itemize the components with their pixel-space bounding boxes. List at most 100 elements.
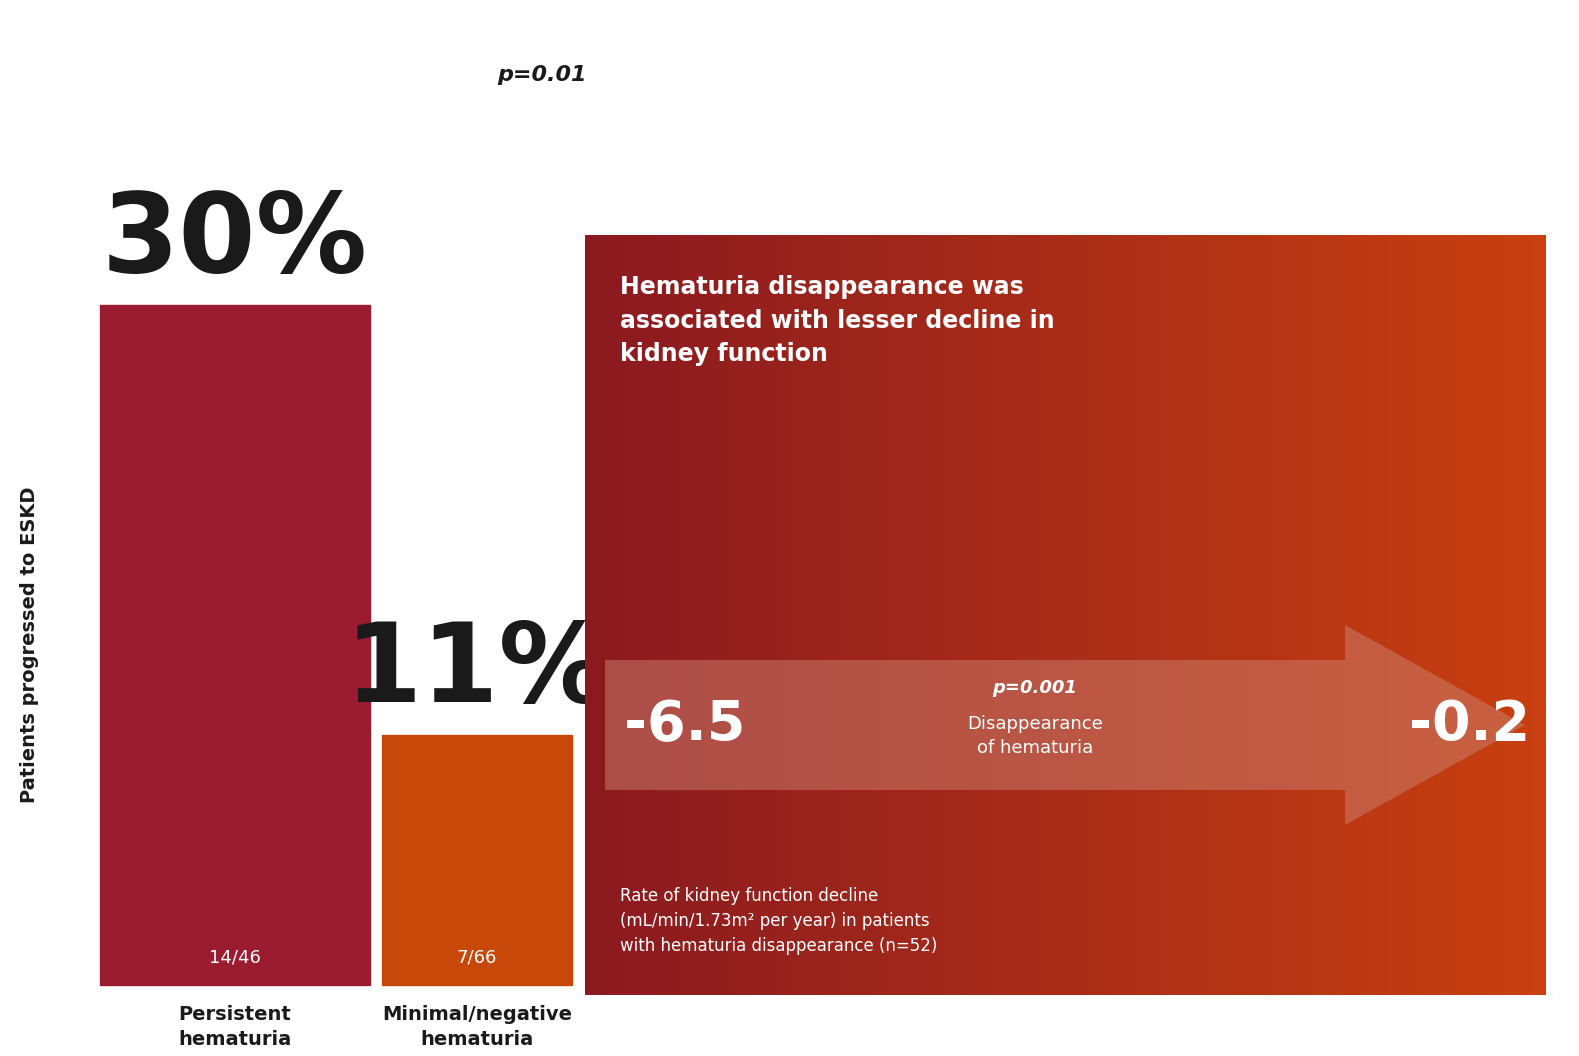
Bar — [970, 235, 982, 995]
Text: 14/46: 14/46 — [208, 949, 261, 967]
Bar — [824, 235, 838, 995]
Bar — [1221, 235, 1235, 995]
Bar — [1317, 235, 1330, 995]
Bar — [597, 235, 609, 995]
Bar — [1510, 235, 1522, 995]
Bar — [957, 235, 970, 995]
Bar — [729, 235, 742, 995]
Text: Hematuria disappearance was
associated with lesser decline in
kidney function: Hematuria disappearance was associated w… — [621, 275, 1055, 366]
Bar — [1137, 235, 1150, 995]
Text: Patients progressed to ESKD: Patients progressed to ESKD — [21, 487, 39, 804]
Bar — [850, 235, 862, 995]
Bar — [704, 235, 718, 995]
Bar — [1221, 235, 1235, 995]
Text: 11%: 11% — [344, 618, 609, 725]
Bar — [1113, 235, 1126, 995]
Bar — [1450, 235, 1462, 995]
Bar — [1004, 235, 1018, 995]
Bar — [1161, 235, 1175, 995]
Text: Persistent
hematuria: Persistent hematuria — [178, 1005, 292, 1049]
Bar — [897, 235, 910, 995]
Bar — [933, 235, 946, 995]
Bar — [837, 235, 850, 995]
Bar — [609, 235, 622, 995]
Bar — [621, 235, 635, 995]
Bar — [861, 235, 875, 995]
Bar — [1041, 235, 1055, 995]
Bar — [1101, 235, 1115, 995]
Bar — [1293, 235, 1306, 995]
Bar — [897, 235, 910, 995]
Bar — [1521, 235, 1535, 995]
Bar — [1424, 235, 1438, 995]
Bar — [584, 235, 598, 995]
Bar — [1450, 235, 1462, 995]
Bar — [1330, 235, 1342, 995]
Bar — [884, 235, 898, 995]
Bar — [1401, 235, 1415, 995]
Bar — [597, 235, 609, 995]
Bar — [1341, 235, 1355, 995]
Bar — [1461, 235, 1475, 995]
Bar — [1004, 235, 1018, 995]
Bar — [1461, 235, 1475, 995]
Bar — [382, 735, 572, 985]
Bar — [1197, 235, 1210, 995]
Bar — [1473, 235, 1486, 995]
Bar — [741, 235, 755, 995]
Bar — [1510, 235, 1522, 995]
Bar — [813, 235, 826, 995]
Bar — [1390, 235, 1402, 995]
Bar — [1197, 235, 1210, 995]
Bar — [1341, 235, 1355, 995]
Bar — [824, 235, 838, 995]
Bar — [1424, 235, 1438, 995]
Bar — [921, 235, 935, 995]
Bar — [633, 235, 646, 995]
Bar — [1210, 235, 1222, 995]
Bar — [1377, 235, 1390, 995]
Bar — [1484, 235, 1498, 995]
Bar — [1233, 235, 1246, 995]
Bar — [970, 235, 982, 995]
Bar — [1077, 235, 1090, 995]
Bar — [801, 235, 815, 995]
Bar — [1017, 235, 1030, 995]
Bar — [1113, 235, 1126, 995]
Bar — [729, 235, 742, 995]
Bar — [1030, 235, 1042, 995]
Bar — [657, 235, 669, 995]
Bar — [1257, 235, 1270, 995]
Text: Rate of kidney function decline
(mL/min/1.73m² per year) in patients
with hematu: Rate of kidney function decline (mL/min/… — [621, 887, 938, 955]
Bar — [790, 235, 802, 995]
Bar — [644, 235, 658, 995]
Bar — [957, 235, 970, 995]
Bar — [1233, 235, 1246, 995]
Bar — [910, 235, 922, 995]
Bar — [873, 235, 886, 995]
Bar — [717, 235, 729, 995]
Bar — [1317, 235, 1330, 995]
Bar — [753, 235, 766, 995]
Bar — [99, 305, 369, 985]
Bar — [861, 235, 875, 995]
Bar — [944, 235, 958, 995]
Bar — [1330, 235, 1342, 995]
Bar — [1437, 235, 1450, 995]
Bar — [1281, 235, 1295, 995]
Bar — [1353, 235, 1366, 995]
Bar — [1521, 235, 1535, 995]
Bar — [1304, 235, 1318, 995]
Bar — [1533, 235, 1546, 995]
Bar — [584, 235, 598, 995]
Bar — [1533, 235, 1546, 995]
Bar — [1017, 235, 1030, 995]
Bar — [884, 235, 898, 995]
Bar — [681, 235, 695, 995]
Bar — [741, 235, 755, 995]
Bar — [1150, 235, 1162, 995]
Bar — [1484, 235, 1498, 995]
Bar — [1053, 235, 1066, 995]
Bar — [681, 235, 695, 995]
Bar — [933, 235, 946, 995]
